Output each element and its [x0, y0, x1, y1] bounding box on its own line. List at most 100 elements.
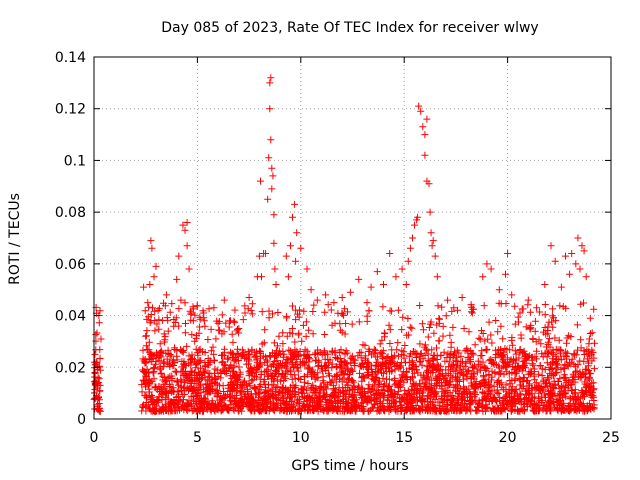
- data-point: [544, 338, 552, 346]
- data-point: [210, 350, 218, 358]
- data-point: [144, 299, 152, 307]
- data-point: [424, 350, 432, 358]
- data-point: [416, 396, 424, 404]
- data-point: [286, 354, 294, 362]
- data-point: [295, 351, 303, 359]
- data-point: [266, 352, 274, 360]
- data-point: [156, 407, 164, 415]
- data-point: [539, 406, 547, 414]
- data-point: [182, 320, 189, 327]
- data-point: [418, 376, 426, 384]
- data-point: [535, 336, 543, 344]
- data-point: [462, 370, 470, 378]
- data-point: [93, 329, 101, 337]
- data-point: [460, 376, 467, 384]
- data-point: [291, 371, 299, 379]
- data-point: [421, 131, 429, 139]
- data-point: [547, 407, 555, 415]
- data-point: [288, 375, 296, 383]
- data-point: [385, 375, 393, 383]
- data-point: [173, 388, 181, 396]
- data-point: [241, 377, 248, 385]
- data-point: [222, 319, 230, 327]
- data-point: [529, 361, 537, 369]
- data-point: [188, 368, 196, 376]
- data-point: [509, 363, 517, 370]
- data-point: [591, 339, 598, 347]
- data-point: [349, 377, 357, 385]
- data-point: [171, 319, 179, 326]
- data-point: [175, 305, 183, 313]
- data-point: [554, 378, 562, 385]
- data-point: [263, 395, 271, 403]
- data-point: [248, 346, 256, 354]
- data-point: [145, 303, 153, 311]
- data-point: [388, 355, 396, 363]
- data-point: [138, 388, 146, 396]
- data-point: [319, 385, 327, 393]
- y-tick-label: 0.02: [55, 360, 86, 376]
- data-point: [367, 397, 375, 405]
- data-point: [177, 296, 185, 304]
- data-point: [553, 359, 560, 367]
- data-point: [284, 273, 292, 281]
- data-point: [435, 315, 443, 323]
- data-point: [380, 369, 388, 377]
- data-point: [235, 325, 243, 332]
- data-point: [181, 226, 189, 234]
- data-point: [418, 320, 426, 328]
- data-point: [573, 367, 581, 375]
- data-point: [238, 346, 246, 354]
- data-point: [363, 299, 371, 307]
- data-point: [95, 400, 103, 407]
- data-point: [245, 360, 252, 368]
- data-point: [568, 381, 576, 389]
- data-point: [418, 403, 426, 411]
- data-point: [446, 331, 454, 339]
- data-point: [400, 354, 408, 362]
- data-point: [475, 334, 483, 342]
- data-point: [291, 338, 299, 346]
- data-point: [200, 368, 208, 376]
- data-point: [580, 347, 588, 355]
- data-point: [171, 344, 178, 352]
- data-point: [288, 350, 296, 358]
- data-point: [379, 303, 387, 311]
- data-point: [346, 386, 354, 394]
- data-point: [468, 303, 476, 311]
- data-point: [344, 308, 351, 316]
- data-point: [572, 400, 580, 408]
- data-point: [358, 384, 366, 392]
- data-point: [572, 351, 580, 359]
- data-point: [491, 369, 499, 376]
- data-point: [506, 346, 514, 354]
- data-point: [157, 369, 165, 377]
- data-point: [214, 373, 222, 380]
- data-point: [295, 331, 303, 339]
- data-point: [555, 392, 563, 400]
- data-point: [181, 377, 189, 385]
- data-point: [162, 395, 170, 403]
- data-point: [274, 342, 281, 350]
- data-point: [494, 328, 502, 336]
- data-point: [561, 387, 569, 395]
- data-point: [549, 323, 557, 331]
- data-point: [269, 172, 277, 180]
- data-point: [323, 407, 331, 415]
- data-point: [545, 390, 553, 397]
- data-point: [487, 331, 495, 339]
- data-point: [458, 395, 465, 403]
- data-point: [255, 252, 263, 260]
- data-point: [151, 351, 159, 359]
- data-point: [263, 356, 271, 364]
- data-point: [419, 123, 427, 131]
- data-point: [428, 364, 436, 372]
- data-point: [142, 383, 149, 391]
- data-point: [470, 388, 478, 396]
- data-point: [336, 326, 344, 334]
- data-point: [408, 373, 416, 381]
- y-tick-label: 0.08: [55, 205, 86, 221]
- data-point: [155, 325, 163, 333]
- data-point: [261, 326, 269, 334]
- data-point: [549, 305, 557, 313]
